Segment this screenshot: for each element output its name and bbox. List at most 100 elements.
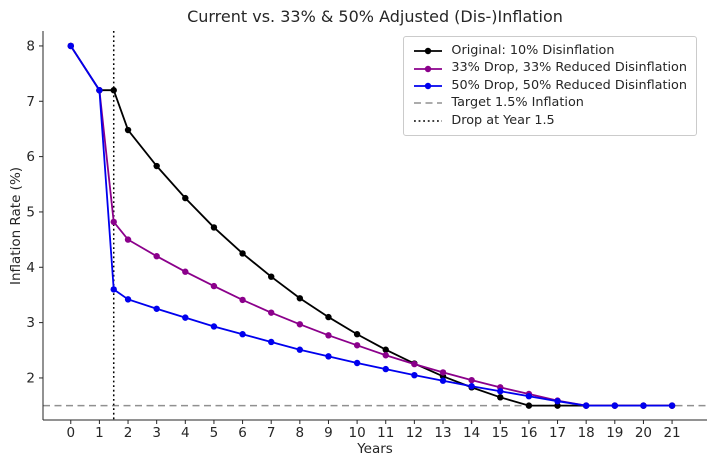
data-point bbox=[353, 359, 361, 367]
x-tick-label: 3 bbox=[152, 425, 161, 441]
data-point bbox=[525, 402, 533, 409]
data-point bbox=[411, 360, 418, 368]
data-point bbox=[554, 397, 561, 405]
dashed-line-swatch-icon bbox=[413, 97, 443, 109]
legend: Original: 10% Disinflation 33% Drop, 33%… bbox=[403, 36, 697, 137]
data-point bbox=[382, 352, 389, 359]
data-point bbox=[110, 286, 117, 293]
x-tick-label: 8 bbox=[296, 425, 305, 441]
data-point bbox=[124, 236, 132, 243]
data-point bbox=[497, 388, 504, 395]
data-point bbox=[210, 224, 218, 231]
y-tick-label: 4 bbox=[26, 260, 35, 276]
data-point bbox=[153, 305, 160, 312]
legend-label-33-drop: 33% Drop, 33% Reduced Disinflation bbox=[451, 60, 687, 76]
data-point bbox=[353, 331, 361, 338]
data-point bbox=[124, 296, 132, 303]
x-tick-label: 4 bbox=[181, 425, 190, 441]
data-point bbox=[468, 376, 475, 384]
x-tick-label: 0 bbox=[66, 425, 75, 441]
data-point bbox=[110, 87, 117, 94]
x-tick-label: 17 bbox=[549, 425, 566, 441]
legend-label-drop-year: Drop at Year 1.5 bbox=[451, 112, 555, 128]
data-point bbox=[210, 282, 218, 290]
x-axis-label: Years bbox=[357, 441, 393, 457]
line-marker-swatch-icon bbox=[413, 45, 443, 57]
y-tick-label: 6 bbox=[26, 149, 35, 165]
data-point bbox=[353, 342, 361, 349]
data-point bbox=[468, 383, 475, 390]
x-tick-label: 20 bbox=[635, 425, 652, 441]
x-tick-label: 15 bbox=[492, 425, 509, 441]
data-point bbox=[268, 309, 275, 316]
data-point bbox=[110, 218, 117, 226]
x-tick-label: 14 bbox=[463, 425, 480, 441]
y-tick-label: 5 bbox=[26, 204, 35, 220]
legend-item-50-drop: 50% Drop, 50% Reduced Disinflation bbox=[413, 78, 687, 94]
x-tick-label: 10 bbox=[349, 425, 366, 441]
x-tick-label: 16 bbox=[520, 425, 537, 441]
x-tick-label: 11 bbox=[377, 425, 394, 441]
data-point bbox=[325, 353, 332, 360]
y-axis-label: Inflation Rate (%) bbox=[8, 166, 24, 286]
legend-item-33-drop: 33% Drop, 33% Reduced Disinflation bbox=[413, 60, 687, 76]
x-tick-label: 9 bbox=[324, 425, 333, 441]
data-point bbox=[497, 394, 504, 401]
legend-label-50-drop: 50% Drop, 50% Reduced Disinflation bbox=[451, 77, 687, 93]
x-tick-label: 19 bbox=[606, 425, 623, 441]
y-tick-label: 7 bbox=[26, 94, 35, 110]
x-tick-label: 6 bbox=[238, 425, 247, 441]
data-point bbox=[239, 250, 246, 257]
data-point bbox=[640, 402, 647, 409]
x-tick-label: 18 bbox=[578, 425, 595, 441]
data-point bbox=[153, 162, 160, 170]
y-tick-label: 2 bbox=[26, 370, 35, 386]
data-point bbox=[296, 346, 304, 353]
data-point bbox=[582, 402, 590, 409]
line-marker-swatch-icon bbox=[413, 63, 443, 75]
dotted-line-swatch-icon bbox=[413, 115, 443, 127]
legend-label-target: Target 1.5% Inflation bbox=[451, 95, 584, 111]
data-point bbox=[182, 314, 189, 321]
data-point bbox=[411, 371, 418, 379]
x-tick-label: 1 bbox=[95, 425, 104, 441]
data-point bbox=[325, 313, 332, 321]
data-point bbox=[668, 402, 676, 409]
x-tick-label: 12 bbox=[406, 425, 423, 441]
data-point bbox=[439, 377, 447, 384]
x-tick-label: 13 bbox=[434, 425, 451, 441]
data-point bbox=[296, 321, 304, 328]
data-point bbox=[554, 402, 561, 409]
y-tick-label: 8 bbox=[26, 38, 35, 54]
x-tick-label: 7 bbox=[267, 425, 276, 441]
data-point bbox=[382, 346, 389, 353]
data-point bbox=[210, 323, 218, 330]
data-point bbox=[268, 338, 275, 346]
data-point bbox=[96, 87, 103, 94]
chart-title: Current vs. 33% & 50% Adjusted (Dis-)Inf… bbox=[187, 7, 563, 26]
legend-label-original: Original: 10% Disinflation bbox=[451, 43, 615, 58]
data-point bbox=[153, 253, 160, 260]
data-point bbox=[296, 295, 304, 302]
legend-item-target: Target 1.5% Inflation bbox=[413, 95, 687, 111]
data-point bbox=[382, 365, 389, 373]
x-tick-label: 5 bbox=[210, 425, 219, 441]
data-point bbox=[439, 369, 447, 376]
x-tick-label: 21 bbox=[663, 425, 680, 441]
data-point bbox=[182, 194, 189, 202]
data-point bbox=[525, 393, 533, 400]
y-tick-label: 3 bbox=[26, 315, 35, 331]
line-marker-swatch-icon bbox=[413, 80, 443, 92]
data-point bbox=[611, 402, 619, 409]
data-point bbox=[268, 273, 275, 280]
data-point bbox=[124, 126, 132, 134]
x-tick-label: 2 bbox=[124, 425, 133, 441]
data-point bbox=[239, 296, 246, 304]
data-point bbox=[67, 42, 74, 50]
legend-item-original: Original: 10% Disinflation bbox=[413, 43, 687, 59]
data-point bbox=[325, 332, 332, 339]
data-point bbox=[182, 268, 189, 275]
data-point bbox=[239, 331, 246, 338]
